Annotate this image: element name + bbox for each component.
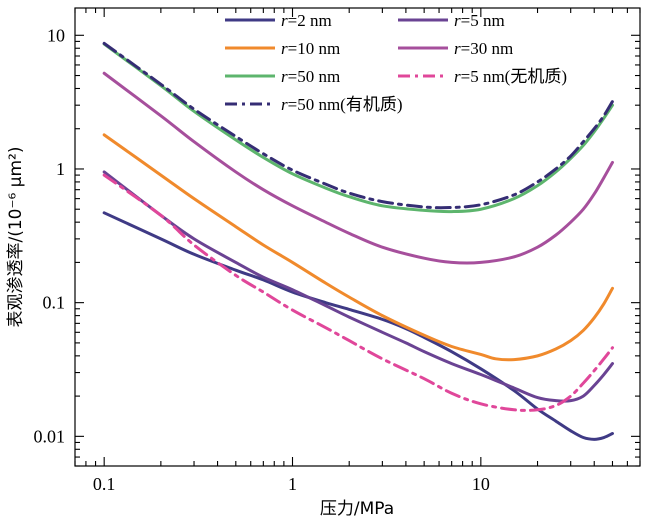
legend-label: r=10 nm: [281, 39, 340, 58]
legend-item: r=2 nm: [225, 11, 332, 30]
series-layer: [102, 41, 614, 441]
series-line-4: [102, 71, 614, 265]
y-axis-title: 表观渗透率/(10⁻⁶ μm²): [6, 146, 26, 327]
series-line-5: [102, 42, 614, 214]
plot-frame: [74, 7, 641, 467]
legend-label: r=5 nm: [454, 11, 505, 30]
x-tick-label: 0.1: [93, 474, 116, 494]
x-tick-label: 10: [472, 474, 490, 494]
series-line-2: [102, 170, 614, 403]
legend-label: r=50 nm(有机质): [281, 95, 403, 114]
legend-item: r=5 nm: [398, 11, 505, 30]
series-line-7: [102, 41, 614, 210]
series-line-3: [102, 133, 614, 362]
legend: r=2 nm r=5 nm r=10 nm r=30 nm r=50 nm r=5 nm(…: [225, 11, 567, 114]
legend-label: r=5 nm(无机质): [454, 67, 567, 86]
axis-ticks: [74, 8, 641, 467]
legend-item: r=30 nm: [398, 39, 513, 58]
y-tick-label: 0.1: [43, 293, 66, 313]
y-tick-label: 10: [47, 25, 65, 45]
series-line-1: [102, 211, 614, 441]
y-tick-label: 1: [56, 159, 65, 179]
axis-tick-labels: 0.1 1 10 0.01 0.1 1 10: [34, 25, 490, 494]
x-axis-title: 压力/MPa: [320, 499, 394, 519]
legend-item: r=10 nm: [225, 39, 340, 58]
x-tick-label: 1: [288, 474, 297, 494]
y-tick-label: 0.01: [34, 426, 66, 446]
legend-label: r=50 nm: [281, 67, 340, 86]
legend-item: r=50 nm(有机质): [225, 95, 403, 114]
legend-label: r=30 nm: [454, 39, 513, 58]
legend-label: r=2 nm: [281, 11, 332, 30]
legend-item: r=5 nm(无机质): [398, 67, 567, 86]
series-line-6: [102, 173, 614, 412]
legend-item: r=50 nm: [225, 67, 340, 86]
